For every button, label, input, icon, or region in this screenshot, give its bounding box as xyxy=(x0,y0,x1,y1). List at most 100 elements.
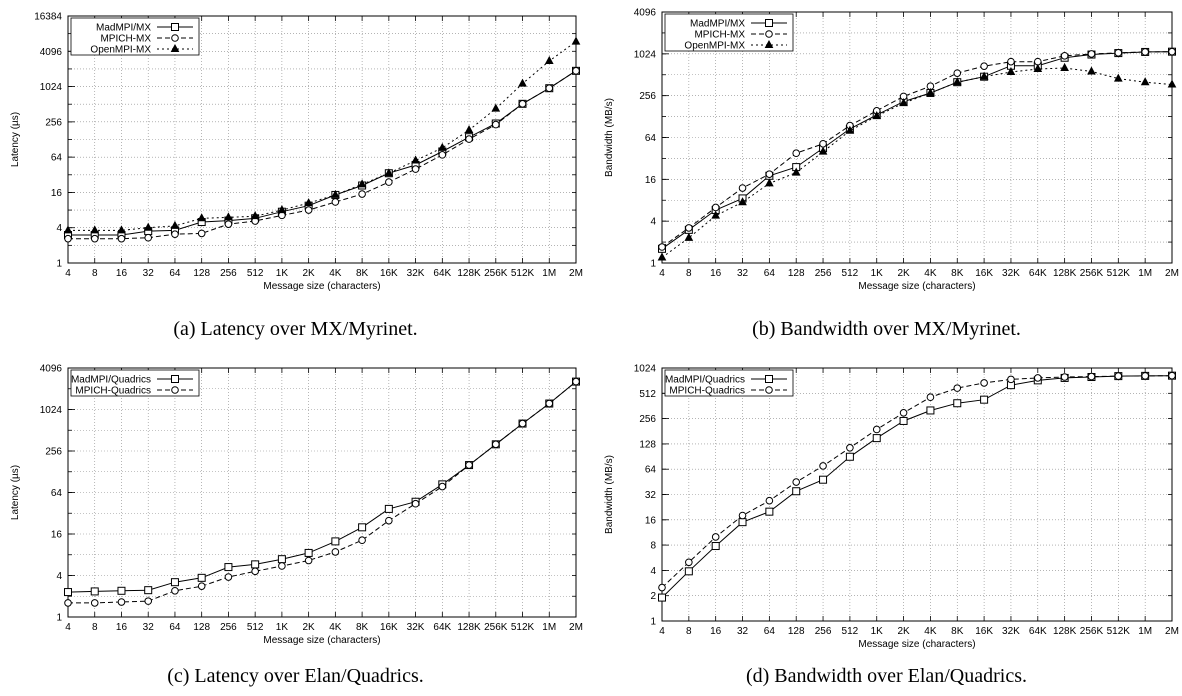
data-point xyxy=(197,573,206,582)
x-tick-label: 8 xyxy=(92,268,98,279)
x-tick-label: 8K xyxy=(951,268,964,279)
x-tick-label: 1M xyxy=(1138,268,1152,279)
x-tick-label: 4 xyxy=(659,626,665,637)
data-point xyxy=(1087,50,1096,58)
data-point xyxy=(90,599,99,607)
series-line xyxy=(68,41,577,231)
x-tick-label: 16K xyxy=(380,268,398,279)
y-tick-label: 4096 xyxy=(40,47,63,58)
y-tick-label: 64 xyxy=(645,133,657,144)
plot-frame xyxy=(661,367,1173,622)
data-point xyxy=(357,179,367,188)
x-tick-label: 128K xyxy=(457,268,481,279)
data-point xyxy=(117,234,126,243)
data-point xyxy=(358,523,367,532)
series-1 xyxy=(658,371,1176,592)
y-tick-label: 4096 xyxy=(40,364,63,375)
data-point xyxy=(899,416,908,425)
y-tick-label: 4 xyxy=(56,223,62,234)
data-point xyxy=(64,234,72,243)
data-point xyxy=(251,560,260,569)
y-tick-label: 512 xyxy=(639,389,656,400)
series-line xyxy=(661,51,1173,248)
x-tick-label: 32 xyxy=(737,268,749,279)
x-tick-label: 32 xyxy=(143,622,155,633)
x-tick-label: 2M xyxy=(1165,626,1179,637)
data-point xyxy=(278,562,286,570)
y-tick-label: 16 xyxy=(51,188,63,199)
data-point xyxy=(846,444,854,452)
x-tick-label: 1M xyxy=(542,268,556,279)
y-axis-label: Latency (µs) xyxy=(10,112,21,167)
data-point xyxy=(197,229,206,238)
y-tick-label: 2 xyxy=(650,591,656,602)
data-point xyxy=(411,165,420,173)
y-tick-label: 4 xyxy=(56,571,62,582)
data-point xyxy=(1087,66,1096,75)
x-tick-label: 128K xyxy=(1053,268,1077,279)
x-tick-label: 1M xyxy=(542,622,556,633)
data-point xyxy=(384,504,393,513)
data-point xyxy=(277,555,286,564)
series-1 xyxy=(64,377,580,607)
x-tick-label: 2K xyxy=(303,268,316,279)
data-point xyxy=(224,212,233,221)
series-0 xyxy=(658,47,1176,253)
data-point xyxy=(685,224,693,232)
legend-marker xyxy=(765,30,773,38)
data-point xyxy=(711,210,721,219)
x-tick-label: 64 xyxy=(764,626,776,637)
legend-marker xyxy=(171,23,179,31)
data-point xyxy=(926,87,935,96)
x-tick-label: 2K xyxy=(303,622,316,633)
x-tick-label: 2M xyxy=(569,268,583,279)
data-point xyxy=(738,518,747,527)
x-tick-label: 256K xyxy=(484,622,508,633)
data-point xyxy=(1060,62,1069,72)
plot-frame xyxy=(661,11,1173,264)
data-point xyxy=(1007,375,1015,384)
data-point xyxy=(144,586,153,595)
data-point xyxy=(899,409,908,417)
data-point xyxy=(738,184,747,192)
series-0 xyxy=(64,66,580,240)
x-tick-label: 2K xyxy=(897,626,910,637)
data-point xyxy=(1114,48,1123,57)
x-axis-label: Message size (characters) xyxy=(858,281,975,292)
legend-label: OpenMPI-MX xyxy=(90,45,151,56)
x-tick-label: 8K xyxy=(356,622,369,633)
x-tick-label: 256 xyxy=(220,268,237,279)
legend-label: MadMPI/MX xyxy=(690,19,745,30)
data-point xyxy=(90,234,99,243)
x-tick-label: 8 xyxy=(686,268,692,279)
legend-marker xyxy=(171,375,179,383)
y-tick-label: 64 xyxy=(645,465,657,476)
data-point xyxy=(464,125,474,134)
caption-a: (a) Latency over MX/Myrinet. xyxy=(173,318,418,340)
data-point xyxy=(331,189,340,198)
data-point xyxy=(438,482,447,491)
data-point xyxy=(224,220,233,228)
x-tick-label: 256 xyxy=(815,626,832,637)
data-point xyxy=(518,100,527,108)
data-point xyxy=(437,142,447,151)
data-point xyxy=(791,167,801,176)
data-point xyxy=(658,593,666,602)
data-point xyxy=(491,440,500,449)
y-tick-label: 16 xyxy=(645,515,657,526)
x-tick-label: 64K xyxy=(433,268,451,279)
data-point xyxy=(171,230,179,239)
y-axis-label: Latency (µs) xyxy=(10,465,21,520)
data-point xyxy=(144,233,153,242)
data-point xyxy=(465,135,473,143)
data-point xyxy=(64,599,72,607)
x-tick-label: 2M xyxy=(1165,268,1179,279)
data-point xyxy=(711,203,720,212)
data-point xyxy=(818,146,828,155)
x-tick-label: 128 xyxy=(788,626,805,637)
x-tick-label: 512K xyxy=(511,622,535,633)
data-point xyxy=(658,243,666,251)
data-point xyxy=(792,478,801,486)
data-point xyxy=(684,232,694,241)
x-tick-label: 16 xyxy=(116,268,128,279)
